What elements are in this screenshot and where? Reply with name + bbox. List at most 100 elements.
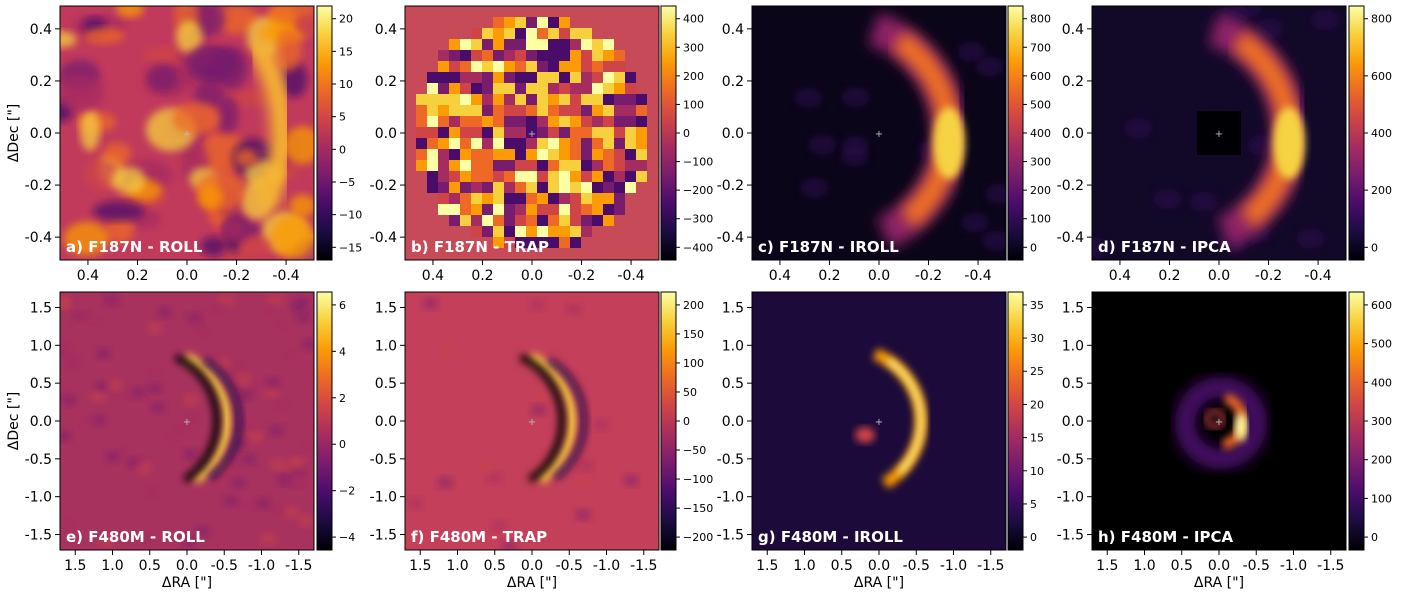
colorbar-tick-label: 100 — [683, 98, 704, 111]
y-tick-label: 0.0 — [375, 414, 397, 430]
x-tick-label: -0.2 — [223, 268, 250, 284]
panel-8: + h) F480M - IPCA 1.5 1.0 0.5 0.0 -0.5 -1.0 -1.5… — [1057, 291, 1392, 591]
panel-1: + a) F187N - ROLL 0.4 0.2 0.0 -0.2 -0.4 0.4 0.2 0… — [6, 5, 362, 284]
y-tick-label: 1.0 — [1062, 338, 1084, 354]
colorbar-tick-label: 800 — [1030, 13, 1051, 26]
x-tick-label: -1.5 — [1317, 558, 1344, 574]
y-tick-label: -0.4 — [25, 230, 52, 246]
x-tick-label: 0.0 — [1208, 558, 1230, 574]
x-tick-label: -0.4 — [964, 268, 991, 284]
y-tick-label: 1.5 — [30, 300, 52, 316]
colorbar-tick-label: −100 — [683, 156, 713, 169]
y-tick-label: 1.0 — [722, 338, 744, 354]
y-tick-label: -0.5 — [370, 452, 397, 468]
x-tick-label: 0.4 — [769, 268, 791, 284]
y-axis-label: ΔDec ["] — [6, 104, 22, 162]
colorbar — [660, 5, 677, 261]
x-tick-label: 0.5 — [139, 558, 161, 574]
colorbar-tick-label: 25 — [1030, 365, 1044, 378]
colorbar-tick-label: 200 — [1030, 184, 1051, 197]
x-tick-label: 1.5 — [64, 558, 86, 574]
image-background — [1092, 292, 1346, 550]
colorbar-tick-label: 500 — [1371, 338, 1392, 351]
x-axis-label: ΔRA ["] — [507, 575, 557, 591]
x-tick-label: 0.4 — [77, 268, 99, 284]
y-tick-label: 1.5 — [1062, 300, 1084, 316]
colorbar-tick-label: 600 — [1371, 299, 1392, 312]
y-tick-label: -0.2 — [370, 178, 397, 194]
x-tick-label: -0.4 — [1304, 268, 1331, 284]
panel-5: + e) F480M - ROLL 1.5 1.0 0.5 0.0 -0.5 -1.0 -1.5… — [6, 291, 355, 591]
y-tick-label: 1.5 — [722, 300, 744, 316]
y-tick-label: 0.0 — [722, 126, 744, 142]
colorbar — [1348, 291, 1365, 551]
y-tick-label: -1.0 — [25, 490, 52, 506]
colorbar-tick-label: 500 — [1030, 98, 1051, 111]
panel-6: + f) F480M - TRAP 1.5 1.0 0.5 0.0 -0.5 -1.0 -1.5… — [370, 291, 713, 591]
colorbar — [316, 291, 333, 551]
colorbar-tick-label: 0 — [1371, 531, 1378, 544]
x-tick-label: -1.0 — [593, 558, 620, 574]
colorbar-tick-label: −400 — [683, 241, 713, 254]
y-tick-label: 0.2 — [722, 74, 744, 90]
colorbar-tick-label: 400 — [683, 13, 704, 26]
x-tick-label: 1.5 — [756, 558, 778, 574]
x-tick-label: 0.4 — [422, 268, 444, 284]
colorbar-tick-label: −10 — [339, 209, 362, 222]
colorbar-tick-label: 400 — [1371, 376, 1392, 389]
y-tick-label: 0.4 — [1062, 22, 1084, 38]
colorbar — [1348, 5, 1365, 261]
colorbar-tick-label: 6 — [339, 299, 346, 312]
x-tick-label: 0.0 — [176, 268, 198, 284]
x-tick-label: 0.0 — [1208, 268, 1230, 284]
x-tick-label: 0.4 — [1109, 268, 1131, 284]
panel-2: + b) F187N - TRAP 0.4 0.2 0.0 -0.2 -0.4 0.4 0.2 0… — [370, 5, 713, 284]
y-tick-label: -0.5 — [25, 452, 52, 468]
x-tick-label: 0.2 — [471, 268, 493, 284]
x-tick-label: -1.5 — [285, 558, 312, 574]
colorbar-tick-label: −100 — [683, 473, 713, 486]
colorbar-tick-label: 4 — [339, 345, 346, 358]
colorbar-tick-label: 2 — [339, 392, 346, 405]
colorbar-tick-label: −200 — [683, 531, 713, 544]
colorbar-tick-label: 200 — [683, 70, 704, 83]
colorbar-tick-label: 600 — [1030, 70, 1051, 83]
colorbar-tick-label: 5 — [339, 111, 346, 124]
y-tick-label: 0.5 — [375, 376, 397, 392]
colorbar-tick-label: 10 — [1030, 465, 1044, 478]
colorbar-tick-label: 400 — [1371, 127, 1392, 140]
y-tick-label: 1.0 — [30, 338, 52, 354]
colorbar-tick-label: 100 — [683, 357, 704, 370]
colorbar-tick-label: −300 — [683, 213, 713, 226]
x-tick-label: 0.0 — [521, 558, 543, 574]
y-tick-label: 0.2 — [1062, 74, 1084, 90]
x-tick-label: 0.0 — [521, 268, 543, 284]
panel-image — [405, 292, 659, 550]
center-marker: + — [183, 129, 191, 140]
colorbar-tick-label: −4 — [339, 531, 355, 544]
y-tick-label: -0.2 — [717, 178, 744, 194]
panel-label: e) F480M - ROLL — [66, 528, 205, 546]
panel-label: a) F187N - ROLL — [66, 238, 203, 256]
panel-image — [405, 6, 659, 260]
y-tick-label: -1.5 — [370, 528, 397, 544]
colorbar-tick-label: 15 — [339, 45, 353, 58]
colorbar-tick-label: 20 — [1030, 398, 1044, 411]
y-tick-label: -1.5 — [1057, 528, 1084, 544]
center-marker: + — [528, 417, 536, 428]
y-axis-label: ΔDec ["] — [6, 392, 22, 450]
x-tick-label: -1.0 — [940, 558, 967, 574]
panel-image — [752, 292, 1006, 550]
x-tick-label: 1.0 — [446, 558, 468, 574]
panel-label: d) F187N - IPCA — [1098, 238, 1231, 256]
x-tick-label: -0.4 — [272, 268, 299, 284]
y-tick-label: 0.5 — [30, 376, 52, 392]
y-tick-label: -0.5 — [717, 452, 744, 468]
colorbar-tick-label: 150 — [683, 328, 704, 341]
colorbar-tick-label: 0 — [1030, 531, 1037, 544]
colorbar-tick-label: 35 — [1030, 299, 1044, 312]
colorbar-tick-label: 0 — [1371, 241, 1378, 254]
x-axis-label: ΔRA ["] — [1194, 575, 1244, 591]
y-tick-label: 0.0 — [30, 414, 52, 430]
